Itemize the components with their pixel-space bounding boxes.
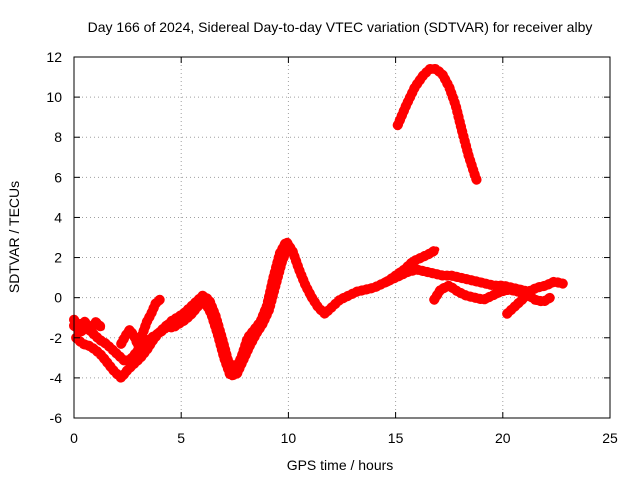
y-tick-label: 10 [46, 89, 62, 105]
grid [74, 57, 610, 418]
series-markers-sat-track-b [71, 240, 294, 383]
chart-title: Day 166 of 2024, Sidereal Day-to-day VTE… [88, 19, 593, 35]
x-tick-label: 0 [70, 430, 78, 446]
y-tick-label: 6 [54, 169, 62, 185]
series-markers-sat-track-g [429, 280, 555, 307]
plot-area [69, 64, 568, 383]
x-tick-label: 5 [177, 430, 185, 446]
series-markers-sat-track-d [69, 314, 107, 335]
y-tick-label: 0 [54, 290, 62, 306]
series-markers-sat-track-e [392, 64, 483, 187]
y-tick-label: 2 [54, 250, 62, 266]
x-axis-label: GPS time / hours [287, 457, 394, 473]
x-tick-label: 25 [602, 430, 618, 446]
x-tick-label: 20 [495, 430, 511, 446]
series-markers-sat-track-c [116, 294, 165, 351]
plot-frame [73, 56, 611, 419]
x-tick-label: 10 [281, 430, 297, 446]
y-tick-label: 12 [46, 49, 62, 65]
y-tick-label: -2 [50, 330, 63, 346]
series-markers-sat-track-h [502, 286, 536, 319]
y-tick-label: 8 [54, 129, 62, 145]
y-tick-label: -6 [50, 410, 63, 426]
axis-ticks: 0 5 10 15 20 25 -6 -4 -2 0 2 4 6 8 10 12 [46, 49, 618, 446]
series-markers-sat-track-f [382, 244, 442, 287]
y-tick-label: 4 [54, 209, 62, 225]
y-axis-label: SDTVAR / TECUs [6, 181, 22, 293]
y-tick-label: -4 [50, 370, 63, 386]
x-tick-label: 15 [388, 430, 404, 446]
